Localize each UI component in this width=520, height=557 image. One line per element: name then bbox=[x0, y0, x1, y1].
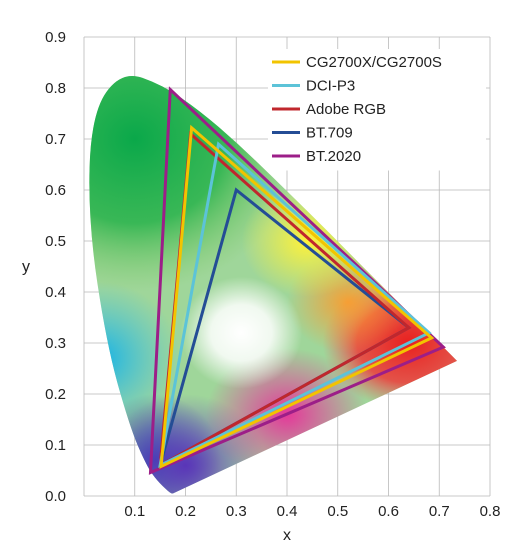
y-tick-label: 0.0 bbox=[45, 488, 66, 505]
y-tick-label: 0.7 bbox=[45, 131, 66, 148]
y-axis-label: y bbox=[22, 259, 30, 276]
legend-label: Adobe RGB bbox=[306, 101, 386, 118]
y-tick-label: 0.6 bbox=[45, 182, 66, 199]
fill-glow bbox=[177, 273, 306, 392]
gamut-bt-2020 bbox=[148, 86, 447, 475]
x-tick-label: 0.3 bbox=[226, 503, 247, 520]
y-tick-label: 0.1 bbox=[45, 437, 66, 454]
x-tick-label: 0.7 bbox=[429, 503, 450, 520]
axis-tick-labels: 0.1 0.2 0.3 0.4 0.5 0.6 0.7 0.8 0.0 0.1 0.2 0.3 0.4 0… bbox=[45, 29, 500, 520]
legend-label: CG2700X/CG2700S bbox=[306, 54, 442, 71]
x-tick-label: 0.4 bbox=[277, 503, 298, 520]
fill-glow bbox=[89, 76, 311, 300]
y-tick-label: 0.4 bbox=[45, 284, 66, 301]
legend: CG2700X/CG2700S DCI-P3 Adobe RGB BT.709 BT.2… bbox=[268, 49, 486, 171]
gamut-triangles bbox=[148, 86, 447, 475]
y-tick-label: 0.2 bbox=[45, 386, 66, 403]
gamut-dci-p3 bbox=[158, 141, 432, 469]
x-tick-label: 0.2 bbox=[175, 503, 196, 520]
y-tick-label: 0.9 bbox=[45, 29, 66, 46]
gamut-cg2700x-cg2700s bbox=[159, 124, 435, 469]
x-tick-label: 0.5 bbox=[327, 503, 348, 520]
x-tick-label: 0.8 bbox=[480, 503, 501, 520]
legend-label: BT.709 bbox=[306, 125, 353, 142]
y-tick-label: 0.3 bbox=[45, 335, 66, 352]
legend-label: DCI-P3 bbox=[306, 78, 355, 95]
y-tick-label: 0.8 bbox=[45, 80, 66, 97]
legend-background bbox=[268, 49, 486, 171]
x-axis-label: x bbox=[283, 527, 291, 544]
x-tick-label: 0.1 bbox=[124, 503, 145, 520]
legend-label: BT.2020 bbox=[306, 148, 361, 165]
y-tick-label: 0.5 bbox=[45, 233, 66, 250]
x-tick-label: 0.6 bbox=[378, 503, 399, 520]
